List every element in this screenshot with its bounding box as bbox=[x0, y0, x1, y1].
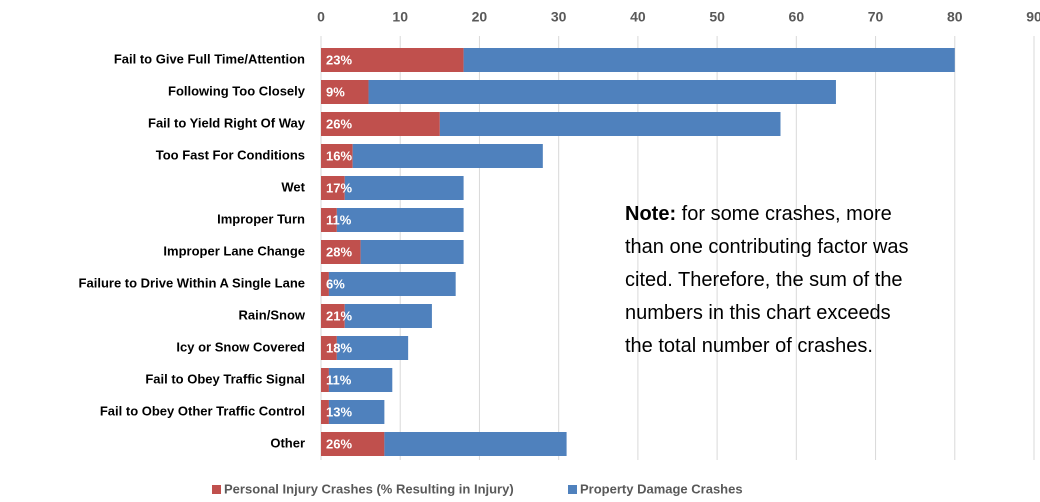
note-text: than one contributing factor was bbox=[625, 236, 909, 258]
note-text: cited. Therefore, the sum of the bbox=[625, 269, 903, 291]
category-label: Fail to Obey Traffic Signal bbox=[145, 371, 305, 386]
bar-segment bbox=[321, 80, 369, 104]
legend-swatch bbox=[568, 485, 577, 494]
legend-label: Property Damage Crashes bbox=[580, 481, 743, 496]
x-tick-label: 50 bbox=[709, 9, 725, 25]
bar-segment bbox=[321, 368, 329, 392]
bar-segment bbox=[336, 336, 409, 360]
bar-segment bbox=[321, 112, 440, 136]
segment-label: 13% bbox=[326, 404, 352, 419]
note-line: Note: for some crashes, more bbox=[625, 203, 892, 225]
bar-segment bbox=[344, 304, 432, 328]
x-tick-label: 60 bbox=[789, 9, 805, 25]
segment-label: 17% bbox=[326, 180, 352, 195]
x-tick-label: 30 bbox=[551, 9, 567, 25]
segment-label: 26% bbox=[326, 436, 352, 451]
bar-segment bbox=[321, 176, 345, 200]
note-text: numbers in this chart exceeds bbox=[625, 302, 891, 324]
bar-segment bbox=[384, 432, 567, 456]
bar-segment bbox=[439, 112, 781, 136]
category-label: Following Too Closely bbox=[168, 83, 306, 98]
bar-segment bbox=[328, 400, 385, 424]
segment-label: 9% bbox=[326, 84, 345, 99]
bar-segment bbox=[321, 144, 353, 168]
bar-segment bbox=[463, 48, 955, 72]
bar-segment bbox=[321, 208, 337, 232]
bar-segment bbox=[321, 304, 345, 328]
segment-label: 18% bbox=[326, 340, 352, 355]
bar-segment bbox=[321, 272, 329, 296]
category-label: Wet bbox=[281, 179, 305, 194]
category-label: Other bbox=[270, 435, 305, 450]
segment-label: 16% bbox=[326, 148, 352, 163]
bar-segment bbox=[321, 48, 464, 72]
category-label: Fail to Obey Other Traffic Control bbox=[100, 403, 305, 418]
note-text: the total number of crashes. bbox=[625, 335, 873, 357]
legend-swatch bbox=[212, 485, 221, 494]
bar-segment bbox=[321, 432, 385, 456]
note-line: numbers in this chart exceeds bbox=[625, 302, 891, 324]
note-label: Note: bbox=[625, 203, 676, 225]
legend-label: Personal Injury Crashes (% Resulting in … bbox=[224, 481, 514, 496]
bar-segment bbox=[328, 368, 393, 392]
x-tick-label: 0 bbox=[317, 9, 325, 25]
bar-segment bbox=[352, 144, 543, 168]
bar-segment bbox=[321, 400, 329, 424]
note-line: than one contributing factor was bbox=[625, 236, 909, 258]
x-tick-label: 40 bbox=[630, 9, 646, 25]
x-tick-label: 90 bbox=[1026, 9, 1040, 25]
category-label: Fail to Yield Right Of Way bbox=[148, 115, 306, 130]
bar-segment bbox=[321, 240, 361, 264]
category-label: Fail to Give Full Time/Attention bbox=[114, 51, 305, 66]
category-label: Rain/Snow bbox=[239, 307, 306, 322]
category-label: Improper Lane Change bbox=[163, 243, 305, 258]
bar-segment bbox=[344, 176, 464, 200]
x-tick-label: 10 bbox=[392, 9, 408, 25]
x-tick-label: 70 bbox=[868, 9, 884, 25]
bar-segment bbox=[336, 208, 464, 232]
bar-segment bbox=[360, 240, 464, 264]
category-label: Failure to Drive Within A Single Lane bbox=[79, 275, 305, 290]
segment-label: 28% bbox=[326, 244, 352, 259]
x-tick-label: 80 bbox=[947, 9, 963, 25]
segment-label: 6% bbox=[326, 276, 345, 291]
bar-segment bbox=[368, 80, 836, 104]
note-text: for some crashes, more bbox=[676, 203, 892, 225]
note-line: cited. Therefore, the sum of the bbox=[625, 269, 903, 291]
x-tick-label: 20 bbox=[472, 9, 488, 25]
category-label: Icy or Snow Covered bbox=[176, 339, 305, 354]
segment-label: 26% bbox=[326, 116, 352, 131]
segment-label: 11% bbox=[326, 372, 352, 387]
category-label: Too Fast For Conditions bbox=[156, 147, 305, 162]
segment-label: 23% bbox=[326, 52, 352, 67]
segment-label: 11% bbox=[326, 212, 352, 227]
category-label: Improper Turn bbox=[217, 211, 305, 226]
bar-segment bbox=[321, 336, 337, 360]
bar-segment bbox=[328, 272, 456, 296]
note-line: the total number of crashes. bbox=[625, 335, 873, 357]
segment-label: 21% bbox=[326, 308, 352, 323]
